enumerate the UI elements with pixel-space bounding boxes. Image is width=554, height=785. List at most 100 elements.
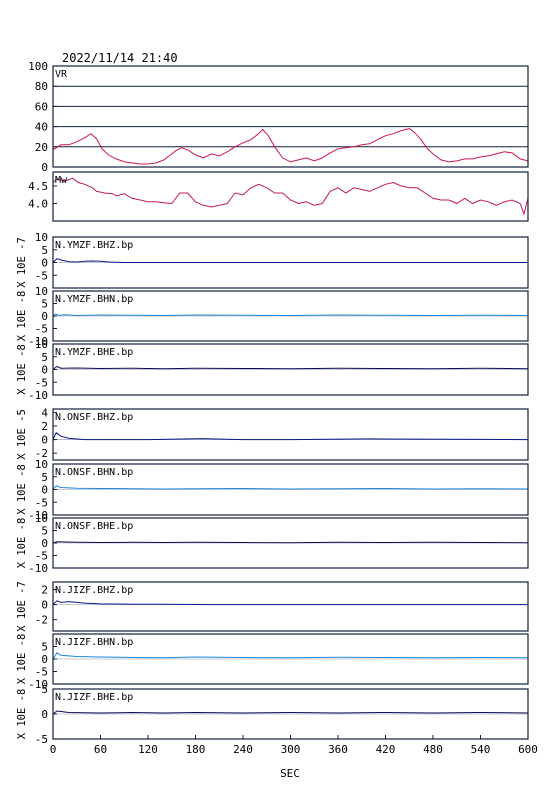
y-tick-label: 10 — [35, 512, 48, 525]
panel-jizf-bhe: -5 0 5 N.JIZF.BHE.bp X 10E -8 — [16, 683, 529, 746]
panel-vr: 0 20 40 60 80 100 VR — [28, 60, 529, 174]
waveform-jizf-bhz — [52, 600, 528, 606]
y-tick-label: -2 — [35, 447, 48, 460]
x-tick-label: 60 — [94, 743, 107, 756]
panel-label: N.JIZF.BHN.bp — [55, 637, 133, 648]
y-tick-label: 2 — [41, 420, 48, 433]
waveform-ymzf-bhn — [52, 313, 529, 317]
y-tick-label: 60 — [35, 100, 48, 113]
y-axis-label: X 10E -8 — [16, 291, 28, 342]
x-tick-label: 600 — [518, 743, 538, 756]
y-tick-label: -10 — [28, 678, 48, 691]
y-tick-label: 80 — [35, 80, 48, 93]
y-tick-label: -5 — [35, 269, 48, 282]
y-tick-label: 10 — [35, 338, 48, 351]
y-axis-label: X 10E -8 — [16, 344, 28, 395]
x-tick-label: 240 — [233, 743, 253, 756]
x-tick-label: 360 — [328, 743, 348, 756]
y-tick-label: 2 — [41, 584, 48, 597]
y-tick-label: -10 — [28, 509, 48, 522]
y-tick-label: -2 — [35, 614, 48, 627]
y-tick-label: 5 — [41, 351, 48, 364]
y-axis-label: X 10E -7 — [16, 581, 28, 632]
waveform-onsf-bhz — [52, 432, 529, 441]
y-tick-label: 10 — [35, 458, 48, 471]
y-tick-label: -5 — [35, 733, 48, 746]
panel-mw: 4.0 4.5 Mw — [28, 171, 529, 222]
y-tick-label: 0 — [41, 599, 48, 612]
x-tick-label: 480 — [423, 743, 443, 756]
waveform-onsf-bhe — [52, 541, 529, 544]
y-tick-label: -5 — [35, 376, 48, 389]
x-tick-label: 180 — [186, 743, 206, 756]
y-tick-label: 0 — [41, 257, 48, 270]
y-tick-label: 0 — [41, 708, 48, 721]
y-axis-label: X 10E -8 — [16, 464, 28, 515]
waveform-jizf-bhe — [52, 710, 529, 715]
y-tick-label: 5 — [41, 683, 48, 696]
y-tick-label: 10 — [35, 285, 48, 298]
panel-label: N.ONSF.BHE.bp — [55, 521, 133, 532]
y-tick-label: -10 — [28, 335, 48, 348]
x-axis: 0 60 120 180 240 300 360 420 480 540 600 — [50, 735, 538, 756]
y-tick-label: 4 — [41, 406, 48, 419]
waveform-onsf-bhn — [52, 485, 529, 490]
panel-frame — [52, 408, 529, 461]
x-tick-label: 0 — [50, 743, 57, 756]
y-tick-label: 10 — [35, 231, 48, 244]
mw-line — [52, 177, 529, 216]
panel-label: N.ONSF.BHZ.bp — [55, 412, 133, 423]
panel-label: N.YMZF.BHE.bp — [55, 347, 133, 358]
x-axis-label: SEC — [280, 767, 300, 780]
y-tick-label: 0 — [41, 364, 48, 377]
y-tick-label: 5 — [41, 525, 48, 538]
waveform-jizf-bhn — [52, 652, 529, 660]
y-tick-label: 0 — [41, 434, 48, 447]
y-tick-label: -5 — [35, 666, 48, 679]
y-tick-label: 4.5 — [28, 180, 48, 193]
panel-label: N.YMZF.BHN.bp — [55, 294, 133, 305]
y-axis-label: X 10E -8 — [16, 634, 28, 685]
panel-frame — [52, 581, 529, 632]
x-tick-label: 420 — [376, 743, 396, 756]
x-tick-label: 300 — [281, 743, 301, 756]
panel-frame — [52, 65, 529, 168]
waveform-ymzf-bhe — [52, 365, 529, 370]
panel-frame — [52, 171, 529, 222]
y-tick-label: 0 — [41, 653, 48, 666]
panel-label: N.JIZF.BHZ.bp — [55, 585, 133, 596]
y-tick-label: 0 — [41, 484, 48, 497]
y-tick-label: -10 — [28, 389, 48, 402]
panel-label: N.ONSF.BHN.bp — [55, 467, 133, 478]
panel-label: Mw — [55, 175, 68, 186]
y-tick-label: 0 — [41, 310, 48, 323]
panel-jizf-bhn: -10-505 N.JIZF.BHN.bp X 10E -8 — [16, 633, 529, 691]
panel-label: N.YMZF.BHZ.bp — [55, 240, 133, 251]
y-tick-label: 0 — [41, 161, 48, 174]
y-tick-label: 5 — [41, 641, 48, 654]
y-tick-label: 0 — [41, 537, 48, 550]
y-tick-label: -5 — [35, 550, 48, 563]
y-tick-label: -10 — [28, 562, 48, 575]
y-tick-label: 5 — [41, 471, 48, 484]
x-tick-label: 540 — [471, 743, 491, 756]
panel-jizf-bhz: -2 0 2 N.JIZF.BHZ.bp X 10E -7 — [16, 581, 529, 632]
y-tick-label: 4.0 — [28, 198, 48, 211]
y-tick-label: 5 — [41, 244, 48, 257]
y-tick-label: 40 — [35, 121, 48, 134]
y-tick-label: -5 — [35, 496, 48, 509]
y-axis-label: X 10E -5 — [16, 409, 28, 460]
vr-line — [52, 128, 529, 165]
y-tick-label: -5 — [35, 323, 48, 336]
waveform-ymzf-bhz — [52, 258, 528, 263]
y-axis-label: X 10E -8 — [16, 518, 28, 569]
panel-label: VR — [55, 69, 68, 80]
